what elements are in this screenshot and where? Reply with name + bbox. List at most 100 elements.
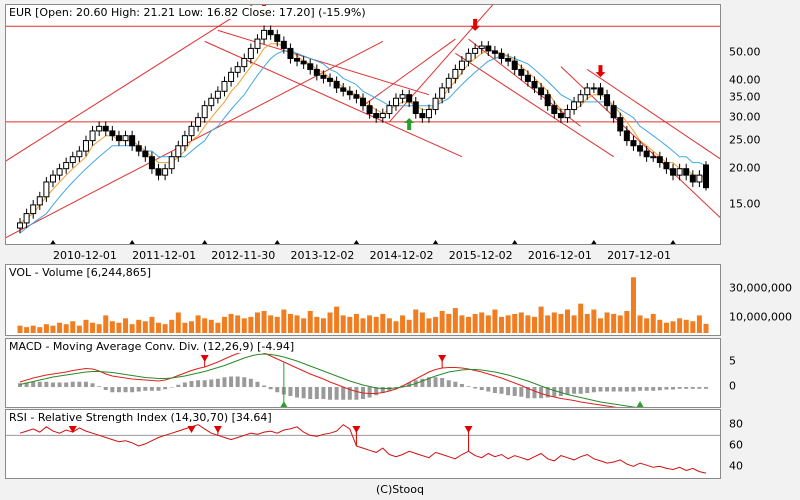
volume-bar (532, 316, 537, 333)
volume-bar (301, 318, 307, 333)
macd-histogram-bar (651, 387, 656, 391)
macd-sell-marker (200, 355, 209, 362)
candle-down (683, 168, 690, 176)
volume-bar (367, 315, 373, 333)
volume-bar (30, 325, 36, 333)
trend-channel-line (362, 38, 456, 107)
volume-bar (261, 311, 267, 333)
volume-bar (466, 316, 472, 333)
candle-down (327, 77, 334, 82)
candle-up (439, 87, 446, 99)
macd-histogram-bar (176, 384, 181, 387)
candle-down (148, 156, 155, 170)
candle-down (557, 113, 564, 119)
candle-up (195, 117, 202, 127)
volume-bar (202, 318, 208, 333)
macd-histogram-bar (24, 382, 29, 387)
volume-bar (83, 319, 89, 333)
macd-histogram-bar (380, 387, 385, 393)
macd-histogram-bar (446, 380, 451, 387)
volume-bar (129, 324, 135, 333)
candle-up (465, 52, 472, 62)
macd-histogram-bar (268, 387, 273, 390)
volume-bar (426, 318, 432, 333)
volume-bar (545, 315, 551, 333)
volume-bar (696, 315, 702, 333)
volume-bar (189, 321, 194, 333)
candle-up (36, 196, 43, 206)
rsi-overbought-marker (464, 426, 473, 433)
volume-bar (677, 318, 683, 333)
macd-histogram-bar (169, 387, 174, 388)
macd-histogram-bar (97, 386, 102, 387)
volume-bar (287, 313, 293, 333)
rsi-overbought-marker (187, 426, 196, 433)
candle-up (425, 109, 432, 119)
volume-bar (281, 309, 287, 333)
candle-down (135, 145, 142, 152)
candle-up (392, 97, 399, 107)
candle-down (346, 90, 353, 96)
macd-histogram-bar (532, 387, 537, 399)
macd-tick-label: 0 (729, 379, 736, 393)
candle-down (689, 174, 696, 183)
price-tick-label: 25.00 (729, 133, 761, 147)
volume-bar (70, 321, 76, 333)
candle-down (115, 135, 122, 142)
macd-histogram-bar (506, 387, 511, 396)
rsi-panel-title: RSI - Relative Strength Index (14,30,70)… (9, 411, 275, 424)
period-marker (50, 240, 56, 244)
macd-histogram-bar (215, 378, 220, 387)
macd-histogram-bar (314, 387, 319, 399)
volume-y-axis: 30,000,000 10,000,000 (721, 264, 800, 336)
candle-up (254, 38, 261, 49)
candle-down (280, 40, 287, 49)
macd-tick-label: 5 (729, 354, 736, 368)
candle-down (663, 162, 670, 170)
candle-down (129, 135, 136, 147)
candle-up (247, 47, 254, 59)
macd-signal-line (19, 353, 637, 407)
macd-histogram-bar (545, 387, 550, 398)
volume-bar (307, 311, 313, 333)
candle-up (221, 80, 228, 92)
date-tick-label: 2010-12-01 (52, 249, 117, 262)
macd-histogram-bar (242, 377, 247, 387)
volume-bar (690, 321, 696, 333)
macd-histogram-bar (189, 381, 194, 387)
volume-bar (578, 303, 584, 333)
trend-channel-line (6, 5, 254, 162)
volume-bar (452, 308, 458, 333)
candle-up (432, 97, 439, 111)
short-moving-average-line (19, 43, 707, 224)
date-tick-label: 2011-12-01 (132, 249, 197, 262)
rsi-tick-label: 80 (729, 417, 743, 431)
macd-histogram-bar (552, 387, 557, 397)
candle-down (419, 113, 426, 119)
volume-bar (340, 315, 346, 333)
volume-bar (400, 315, 406, 333)
candle-up (458, 60, 465, 70)
macd-histogram-bar (156, 387, 161, 391)
candle-down (610, 105, 617, 119)
candle-down (703, 164, 709, 189)
candle-down (604, 94, 611, 107)
candle-up (696, 174, 703, 183)
candle-up (564, 109, 571, 119)
macd-histogram-bar (136, 387, 141, 392)
volume-bar (433, 316, 439, 333)
volume-bar (43, 324, 49, 333)
candle-down (498, 52, 505, 59)
candle-up (208, 97, 215, 107)
trend-channel-line (455, 52, 614, 158)
date-tick-label: 2017-12-01 (607, 249, 671, 262)
macd-histogram-bar (262, 385, 267, 387)
volume-bar (499, 316, 505, 333)
candle-down (518, 68, 525, 76)
date-tick-label: 2015-12-02 (448, 249, 513, 262)
candle-up (181, 135, 188, 147)
volume-chart (17, 277, 709, 333)
sell-signal-arrow (595, 65, 606, 78)
volume-bar (103, 315, 109, 333)
